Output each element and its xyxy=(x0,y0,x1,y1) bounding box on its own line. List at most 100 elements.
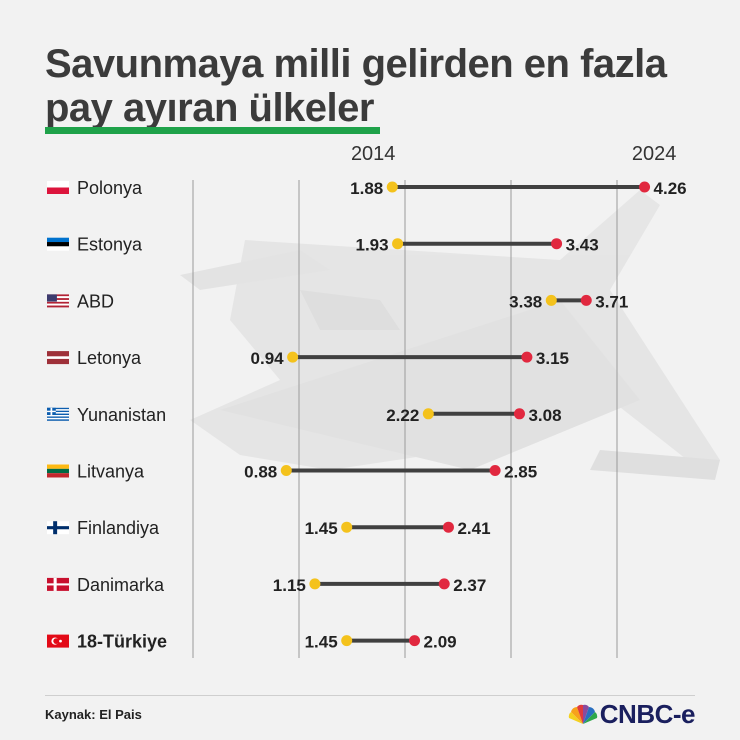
flag-part xyxy=(47,305,69,308)
chart-row: Litvanya 0.88 2.85 xyxy=(47,462,537,482)
value-label-2024: 3.15 xyxy=(536,349,569,368)
flag-part xyxy=(47,417,69,420)
latvia-flag-icon xyxy=(47,351,69,365)
flag-part xyxy=(47,583,69,586)
flag-part xyxy=(47,419,69,421)
flag-part xyxy=(47,294,57,302)
flag-part xyxy=(47,298,69,300)
fighter-jet-watermark xyxy=(180,190,720,480)
value-label-2014: 0.88 xyxy=(244,463,277,482)
dot-2014 xyxy=(280,465,292,476)
chart-row: ABD 3.38 3.71 xyxy=(47,291,628,311)
dot-2024 xyxy=(489,465,501,476)
dot-2024 xyxy=(409,635,421,647)
dumbbell-chart: 2014 2024 Polonya 1.88 4.26 Estonya 1.93 3.43 A… xyxy=(47,143,720,658)
category-label: Yunanistan xyxy=(77,405,166,425)
footer-divider xyxy=(45,695,695,696)
value-label-2014: 1.93 xyxy=(355,236,388,255)
chart-row: Letonya 0.94 3.15 xyxy=(47,348,569,368)
category-label: ABD xyxy=(77,291,114,311)
gridlines xyxy=(192,180,618,658)
dot-2014 xyxy=(287,351,299,363)
flag-part xyxy=(47,242,69,247)
title-line-1: Savunmaya milli gelirden en fazla xyxy=(45,42,667,86)
lithuania-flag-icon xyxy=(47,464,69,478)
category-label: Finlandiya xyxy=(77,518,160,538)
flag-part xyxy=(47,416,69,418)
value-label-2024: 3.43 xyxy=(566,236,599,255)
dot-2024 xyxy=(551,238,563,250)
value-label-2014: 3.38 xyxy=(509,292,542,311)
chart-row: Yunanistan 2.22 3.08 xyxy=(47,405,562,425)
value-label-2024: 4.26 xyxy=(654,179,687,198)
poland-flag-icon xyxy=(47,181,69,194)
category-label: Letonya xyxy=(77,348,142,368)
cnbc-e-logo: CNBC-e xyxy=(568,699,696,730)
value-label-2024: 3.08 xyxy=(528,406,561,425)
chart-row: Estonya 1.93 3.43 xyxy=(47,235,599,255)
finland-flag-icon xyxy=(47,521,69,535)
dot-2014 xyxy=(341,635,353,647)
flag-part xyxy=(53,638,60,644)
legend-label-2024: 2024 xyxy=(632,143,677,165)
category-label: Polonya xyxy=(77,178,143,198)
value-label-2024: 2.41 xyxy=(457,519,490,538)
title-line-2: pay ayıran ülkeler xyxy=(45,86,380,134)
dot-2014 xyxy=(386,181,398,193)
flag-part xyxy=(47,410,69,413)
dot-2024 xyxy=(580,294,592,306)
flag-part xyxy=(47,407,69,410)
flag-part xyxy=(47,412,69,414)
flag-part xyxy=(47,181,69,188)
value-label-2014: 2.22 xyxy=(386,406,419,425)
flag-part xyxy=(47,473,69,478)
value-label-2014: 1.15 xyxy=(273,576,306,595)
flag-part xyxy=(59,639,62,643)
value-label-2014: 0.94 xyxy=(251,349,285,368)
flag-part xyxy=(47,296,69,299)
chart-row: Finlandiya 1.45 2.41 xyxy=(47,518,491,538)
flag-part xyxy=(47,303,69,306)
value-label-2024: 2.37 xyxy=(453,576,486,595)
category-label: Danimarka xyxy=(77,575,165,595)
estonia-flag-icon xyxy=(47,237,69,251)
flag-part xyxy=(47,187,69,194)
chart-row: Polonya 1.88 4.26 xyxy=(47,178,687,198)
flag-part xyxy=(47,413,69,416)
peacock-icon xyxy=(568,704,597,724)
dot-2014 xyxy=(545,294,557,306)
dot-2024 xyxy=(513,408,525,420)
flag-part xyxy=(47,464,69,469)
flag-part xyxy=(47,294,69,297)
legend: 2014 2024 xyxy=(351,143,676,165)
flag-part xyxy=(47,246,69,251)
dot-2024 xyxy=(639,181,651,193)
dot-2024 xyxy=(438,578,450,590)
flag-part xyxy=(47,526,69,530)
value-label-2014: 1.88 xyxy=(350,179,383,198)
category-label: Litvanya xyxy=(77,462,145,482)
dot-2014 xyxy=(341,521,353,533)
flag-part xyxy=(47,301,69,304)
value-label-2024: 2.85 xyxy=(504,463,537,482)
chart-row: Danimarka 1.15 2.37 xyxy=(47,575,486,595)
title-underline xyxy=(45,127,380,134)
flag-part xyxy=(47,410,56,413)
rows: Polonya 1.88 4.26 Estonya 1.93 3.43 ABD 3.38 3.7… xyxy=(47,178,687,652)
legend-label-2014: 2014 xyxy=(351,143,396,165)
flag-part xyxy=(47,237,69,243)
value-label-2014: 1.45 xyxy=(305,519,338,538)
greece-flag-icon xyxy=(47,407,69,421)
category-label: Estonya xyxy=(77,235,143,255)
dot-2014 xyxy=(309,578,321,590)
dot-2024 xyxy=(521,351,533,363)
dot-2024 xyxy=(442,521,454,533)
usa-flag-icon xyxy=(47,294,69,308)
flag-part xyxy=(47,415,69,417)
flag-part xyxy=(47,468,69,474)
turkey-flag-icon xyxy=(47,634,69,648)
flag-part xyxy=(47,356,69,359)
dot-2014 xyxy=(392,238,404,250)
chart-row: 18-Türkiye 1.45 2.09 xyxy=(47,632,457,652)
dot-2014 xyxy=(422,408,434,420)
